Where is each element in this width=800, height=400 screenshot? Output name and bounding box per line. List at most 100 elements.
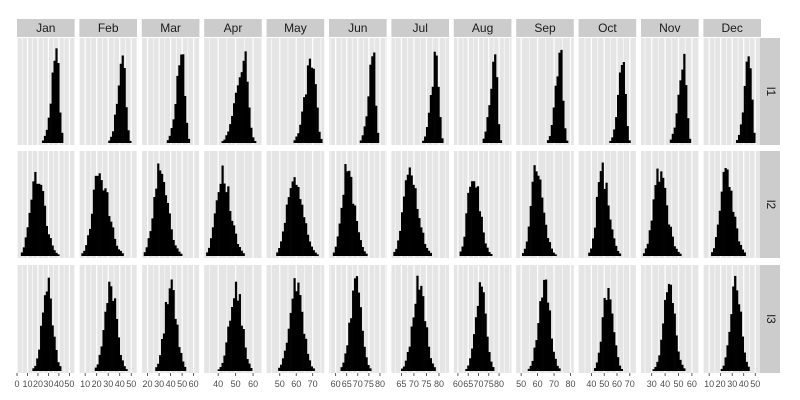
histogram-bar: [732, 211, 735, 256]
histogram-bar: [552, 351, 555, 371]
histogram-bar: [301, 204, 304, 256]
panel-l3-jun: [329, 265, 387, 373]
histogram-bar: [170, 279, 173, 371]
x-ticks-layer: 0 10 20 30 40 50 10 20 30 40 50 20 30 40 50 60 40 50 60 50 6…: [14, 373, 760, 389]
histogram-bar: [299, 124, 302, 143]
histogram-bar: [664, 187, 667, 256]
histogram-bar: [679, 253, 682, 256]
strip-label-nov: Nov: [659, 21, 680, 35]
x-tick-label: 30: [154, 379, 164, 389]
histogram-bar: [229, 320, 232, 371]
histogram-bar: [427, 250, 431, 256]
strip-label-feb: Feb: [98, 21, 119, 35]
histogram-bar: [250, 367, 253, 371]
histogram-bar: [236, 244, 240, 256]
histogram-bar: [41, 312, 45, 371]
histogram-bar: [318, 131, 321, 143]
histogram-bar: [728, 331, 731, 371]
x-tick-label: 75: [484, 379, 494, 389]
histogram-bar: [352, 203, 355, 256]
histogram-bar: [433, 367, 436, 371]
panel-l3-may: [266, 265, 325, 373]
histogram-bar: [747, 56, 750, 143]
histogram-bar: [531, 181, 534, 256]
panel-l3-dec: [703, 265, 762, 373]
x-tick-label: 10: [22, 379, 32, 389]
histogram-bar: [223, 139, 226, 143]
histogram-bar: [316, 254, 319, 256]
histogram-bar: [162, 333, 166, 371]
histogram-bar: [299, 199, 302, 256]
histogram-bar: [609, 140, 612, 143]
histogram-bar: [108, 140, 111, 143]
x-tick-label: 60: [612, 379, 622, 389]
histogram-bar: [473, 181, 476, 256]
strip-jul: [391, 19, 449, 37]
histogram-bar: [554, 254, 557, 256]
histogram-bar: [164, 195, 168, 256]
histogram-bar: [308, 58, 312, 144]
histogram-bar: [620, 65, 624, 143]
histogram-bar: [185, 122, 189, 143]
x-tick-label: 60: [453, 379, 463, 389]
x-tick-label: 20: [33, 379, 43, 389]
histogram-bar: [469, 186, 472, 256]
histogram-bar: [100, 346, 103, 371]
histogram-bar: [743, 352, 746, 371]
histogram-bar: [301, 111, 304, 143]
panel-l1-aug: [453, 38, 512, 145]
histogram-bar: [414, 303, 417, 371]
histogram-bar: [732, 286, 735, 371]
histogram-bar: [301, 311, 304, 371]
histogram-bar: [125, 107, 128, 143]
histogram-bar: [671, 236, 674, 256]
strip-feb: [79, 19, 137, 37]
histogram-bar: [424, 244, 427, 256]
histogram-bar: [280, 364, 283, 371]
histogram-bar: [320, 138, 323, 143]
histogram-bar: [739, 311, 743, 371]
histogram-bar: [669, 284, 673, 371]
histogram-bar: [244, 51, 247, 143]
histogram-bar: [620, 368, 624, 371]
histogram-bar: [246, 359, 249, 371]
histogram-bar: [484, 243, 487, 256]
strip-mar: [141, 19, 200, 37]
histogram-bar: [393, 251, 396, 256]
histogram-bar: [499, 140, 503, 143]
histogram-bar: [429, 95, 433, 143]
x-tick-label: 80: [494, 379, 504, 389]
histogram-bar: [753, 132, 756, 143]
histogram-bar: [675, 248, 678, 256]
histogram-bar: [490, 88, 493, 143]
histogram-bar: [408, 346, 411, 371]
histogram-bar: [739, 244, 743, 256]
histogram-bar: [622, 61, 625, 143]
histogram-bar: [297, 282, 300, 371]
histogram-bar: [422, 140, 425, 143]
x-tick-label: 60: [331, 379, 341, 389]
histogram-bar: [736, 290, 739, 371]
histogram-bar: [350, 318, 353, 371]
panel-l1-nov: [641, 38, 699, 145]
histogram-bar: [295, 184, 298, 256]
histogram-bar: [617, 357, 620, 371]
histogram-bar: [546, 140, 550, 143]
histogram-bar: [431, 86, 434, 143]
histogram-bar: [121, 55, 124, 143]
histogram-bar: [285, 342, 289, 371]
histogram-bar: [312, 68, 315, 143]
histogram-bar: [745, 361, 748, 371]
histogram-bar: [221, 165, 224, 256]
x-tick-label: 50: [750, 379, 760, 389]
histogram-bar: [149, 231, 152, 256]
histogram-bar: [679, 80, 682, 143]
histogram-bar: [427, 112, 431, 143]
histogram-bar: [96, 175, 99, 256]
panel-l3-jan: [16, 265, 75, 373]
strip-sep: [516, 19, 574, 37]
histogram-bar: [545, 279, 548, 371]
histogram-bar: [743, 85, 746, 143]
panel-background: [453, 38, 512, 145]
histogram-bar: [365, 357, 368, 371]
